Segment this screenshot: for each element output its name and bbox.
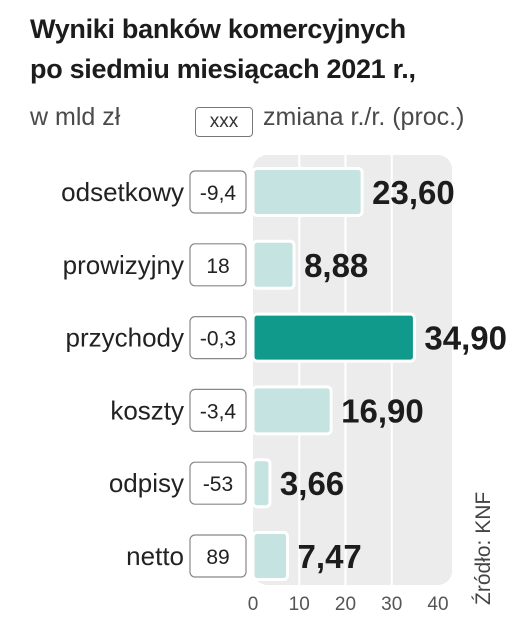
- legend-change-label: zmiana r./r. (proc.): [263, 103, 465, 131]
- x-tick-label: 20: [335, 594, 356, 615]
- x-tick-label: 0: [248, 594, 259, 615]
- bar: [251, 458, 272, 509]
- value-label: 8,88: [304, 247, 368, 284]
- category-label: netto: [126, 541, 184, 571]
- unit-label: w mld zł: [30, 103, 121, 131]
- chart-title-line1: Wyniki banków komercyjnych: [30, 14, 406, 44]
- bar: [251, 239, 296, 290]
- category-label: przychody: [66, 323, 185, 353]
- x-tick-label: 40: [427, 594, 448, 615]
- change-value: -3,4: [200, 400, 237, 423]
- x-tick-label: 10: [289, 594, 310, 615]
- change-value: 18: [206, 255, 229, 278]
- bar: [251, 531, 290, 581]
- change-value: -0,3: [200, 328, 236, 351]
- category-label: prowizyjny: [63, 250, 184, 280]
- change-box: [189, 243, 247, 287]
- change-box: [189, 461, 247, 505]
- value-label: 16,90: [341, 392, 424, 429]
- change-value: -9,4: [200, 182, 237, 205]
- bar: [251, 312, 416, 363]
- category-label: odpisy: [109, 468, 184, 498]
- category-label: odsetkowy: [61, 177, 184, 207]
- value-label: 23,60: [372, 174, 455, 211]
- bar: [251, 385, 333, 436]
- bar: [251, 167, 364, 217]
- value-label: 7,47: [298, 538, 362, 575]
- legend-change-box: xxx: [195, 107, 253, 137]
- change-box: [189, 388, 247, 432]
- x-tick-label: 30: [381, 594, 402, 615]
- change-box: [189, 534, 247, 578]
- change-box: [189, 170, 247, 214]
- plot-background: [253, 155, 452, 585]
- value-label: 34,90: [424, 320, 507, 357]
- source-note: Źródło: KNF: [472, 491, 495, 605]
- category-label: koszty: [110, 395, 184, 425]
- chart-title-line2: po siedmiu miesiącach 2021 r.,: [30, 54, 416, 84]
- value-label: 3,66: [280, 465, 344, 502]
- change-value: 89: [206, 546, 229, 569]
- change-value: -53: [203, 473, 233, 496]
- change-box: [189, 316, 247, 360]
